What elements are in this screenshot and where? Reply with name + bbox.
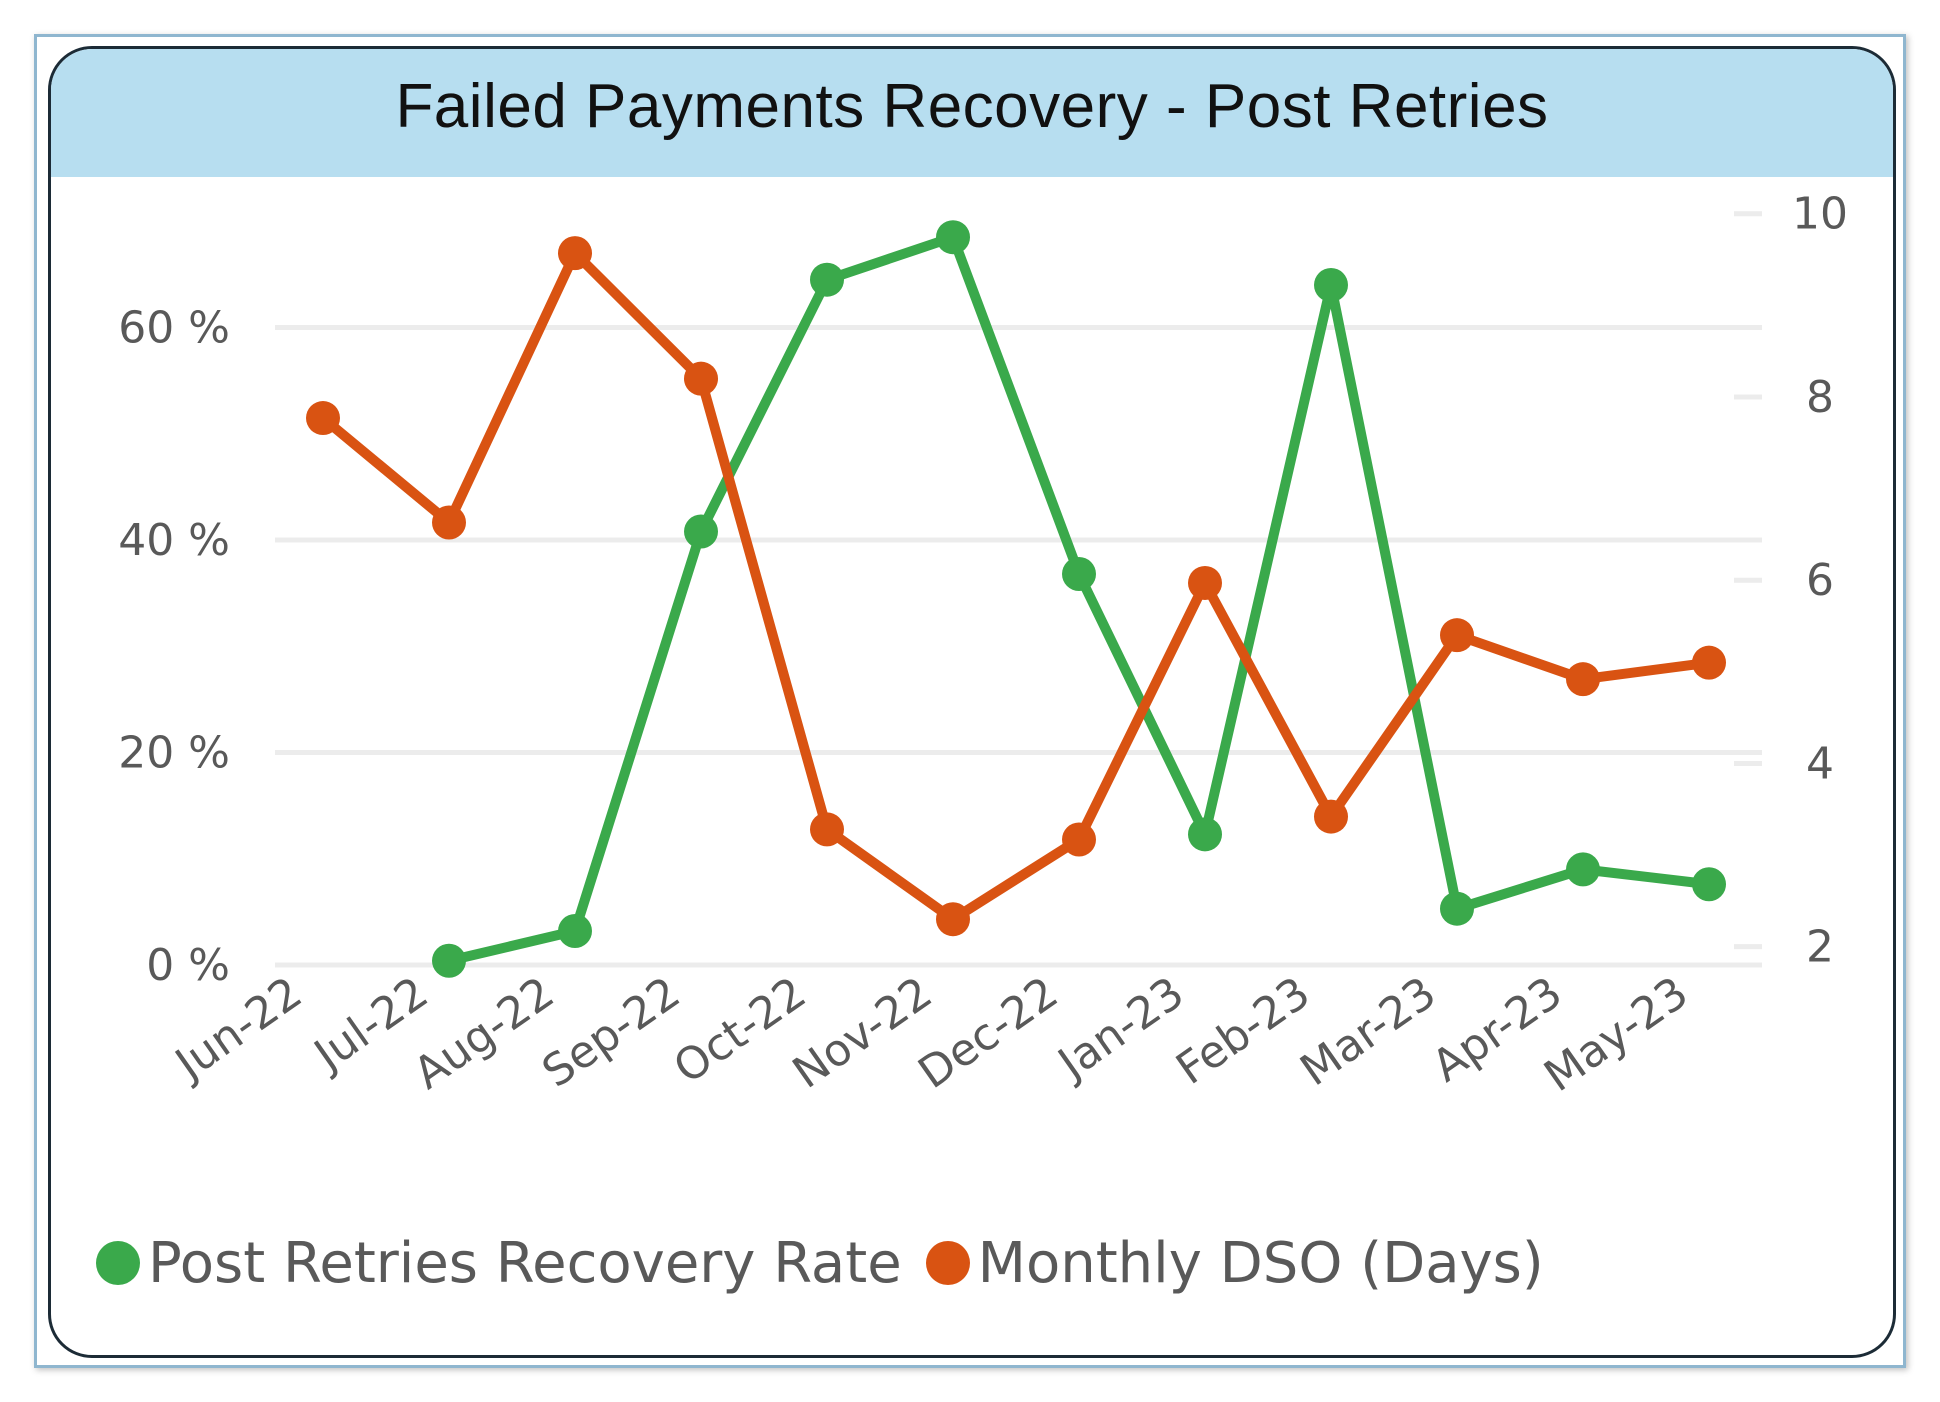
x-tick-label: Sep-22 xyxy=(533,967,689,1098)
x-tick-label: Aug-22 xyxy=(405,967,563,1099)
x-tick-label: Nov-22 xyxy=(784,967,942,1099)
x-tick-label: Feb-23 xyxy=(1167,967,1319,1095)
right-y-tick-label: 4 xyxy=(1806,738,1834,789)
data-point-dso xyxy=(558,236,592,271)
data-point-dso xyxy=(1440,618,1474,653)
data-point-recovery-rate xyxy=(1062,557,1096,591)
right-y-tick-label: 8 xyxy=(1806,372,1834,423)
data-point-dso xyxy=(1692,645,1726,680)
data-point-recovery-rate xyxy=(684,514,718,549)
legend-label-recovery-rate: Post Retries Recovery Rate xyxy=(148,1230,902,1296)
x-axis: Jun-22Jul-22Aug-22Sep-22Oct-22Nov-22Dec-… xyxy=(164,967,1697,1102)
data-point-dso xyxy=(1188,565,1222,600)
x-tick-label: Jan-23 xyxy=(1047,967,1193,1091)
data-point-dso xyxy=(306,401,340,436)
data-point-dso xyxy=(1062,822,1096,857)
right-y-tick-label: 2 xyxy=(1806,922,1834,973)
series-line-dso xyxy=(318,248,1714,925)
legend: Post Retries Recovery Rate Monthly DSO (… xyxy=(96,1228,1568,1298)
series-layer xyxy=(306,220,1726,978)
left-y-tick-label: 40 % xyxy=(118,515,230,566)
x-tick-label: Oct-22 xyxy=(665,967,815,1094)
x-tick-label: Mar-23 xyxy=(1291,967,1445,1096)
left-y-tick-label: 0 % xyxy=(146,940,230,991)
data-point-recovery-rate xyxy=(1692,867,1726,902)
data-point-recovery-rate xyxy=(1440,891,1474,926)
right-y-tick-label: 10 xyxy=(1792,189,1848,240)
data-point-recovery-rate xyxy=(810,262,844,297)
data-point-dso xyxy=(936,902,970,937)
legend-item-dso[interactable]: Monthly DSO (Days) xyxy=(925,1230,1544,1296)
right-y-axis: 2 4 6 8 10 xyxy=(1734,189,1848,973)
data-point-dso xyxy=(810,812,844,847)
data-point-recovery-rate xyxy=(1314,268,1348,302)
data-point-dso xyxy=(684,361,718,396)
left-y-tick-label: 60 % xyxy=(118,303,230,354)
x-tick-label: May-23 xyxy=(1535,967,1697,1102)
data-point-recovery-rate xyxy=(432,943,466,978)
gridlines xyxy=(275,325,1762,968)
data-point-recovery-rate xyxy=(936,220,970,255)
data-point-recovery-rate xyxy=(1188,817,1222,852)
legend-swatch-recovery-rate xyxy=(96,1241,140,1285)
legend-item-recovery-rate[interactable]: Post Retries Recovery Rate xyxy=(96,1231,902,1296)
data-point-dso xyxy=(1314,799,1348,834)
chart-card: Failed Payments Recovery - Post Retries xyxy=(48,46,1896,1358)
left-y-tick-label: 20 % xyxy=(118,728,230,779)
card-header: Failed Payments Recovery - Post Retries xyxy=(51,49,1893,177)
data-point-recovery-rate xyxy=(1566,852,1600,887)
chart-title: Failed Payments Recovery - Post Retries xyxy=(395,72,1549,141)
legend-label-dso: Monthly DSO (Days) xyxy=(977,1230,1544,1296)
legend-swatch-dso xyxy=(925,1241,970,1285)
left-y-axis: 0 % 20 % 40 % 60 % xyxy=(118,303,230,992)
data-point-dso xyxy=(1566,662,1600,697)
data-point-dso xyxy=(432,505,466,540)
x-tick-label: Dec-22 xyxy=(909,967,1067,1099)
right-y-tick-label: 6 xyxy=(1806,555,1834,606)
data-point-recovery-rate xyxy=(558,914,592,948)
